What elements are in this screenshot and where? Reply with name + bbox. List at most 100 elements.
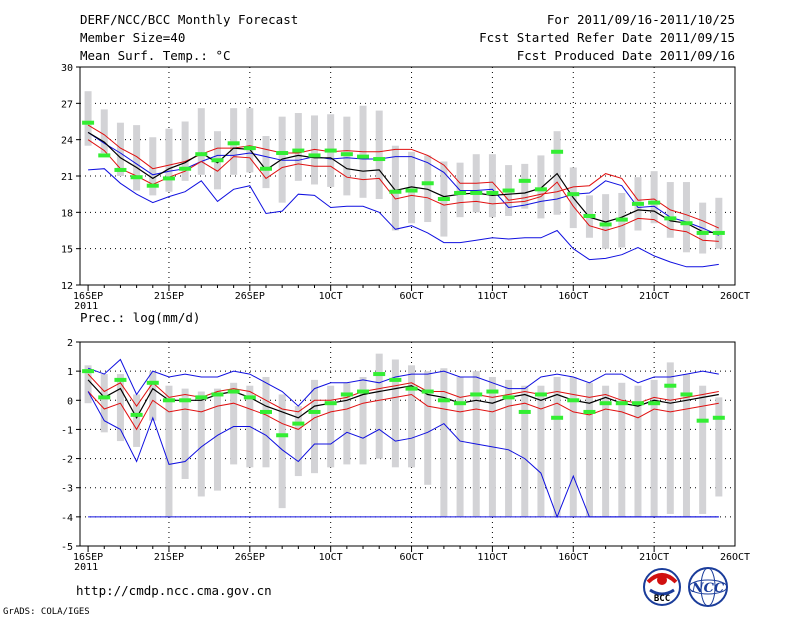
obs-marker bbox=[680, 392, 693, 397]
obs-marker bbox=[599, 401, 612, 406]
y-tick-label: 24 bbox=[61, 136, 73, 147]
y-tick-label: -4 bbox=[61, 513, 73, 524]
obs-marker bbox=[114, 377, 127, 382]
obs-marker bbox=[146, 183, 159, 188]
obs-marker bbox=[664, 216, 677, 221]
spread-box bbox=[488, 154, 496, 218]
spread-box bbox=[116, 374, 124, 442]
ncc-logo: NCC bbox=[688, 567, 728, 607]
series-line-min bbox=[88, 168, 719, 268]
spread-box bbox=[634, 385, 642, 517]
precipitation-panel: -5 -4 -3 -2 -1 0 1 2 16SEP 21SEP 26SEP 1OCT 6OCT 11OC… bbox=[61, 338, 750, 573]
x-tick-label: 26SEP bbox=[235, 552, 265, 563]
series-line-lower bbox=[87, 391, 719, 431]
spread-box bbox=[294, 406, 302, 477]
spread-box bbox=[682, 182, 690, 253]
x-tick-label: 16OCT bbox=[558, 552, 588, 563]
obs-marker bbox=[179, 166, 192, 171]
x-tick-label: 26SEP bbox=[235, 291, 265, 302]
obs-marker bbox=[534, 187, 547, 192]
spread-box bbox=[181, 121, 189, 181]
title-right-3: Fcst Produced Date 2011/09/16 bbox=[517, 48, 735, 63]
x-tick-label: 26OCT bbox=[720, 552, 750, 563]
spread-box bbox=[715, 397, 723, 497]
obs-marker bbox=[437, 197, 450, 202]
obs-marker bbox=[227, 141, 240, 146]
spread-box bbox=[505, 379, 513, 517]
obs-marker bbox=[373, 372, 386, 377]
y-tick-label: -5 bbox=[61, 542, 73, 553]
y-tick-label: 27 bbox=[61, 99, 73, 110]
spread-box bbox=[650, 171, 658, 224]
x-tick-label: 16SEP bbox=[73, 552, 103, 563]
obs-marker bbox=[114, 167, 127, 172]
spread-box bbox=[84, 91, 92, 146]
obs-marker bbox=[421, 181, 434, 186]
spread-box bbox=[246, 108, 254, 173]
obs-marker bbox=[486, 190, 499, 195]
spread-box bbox=[165, 385, 173, 517]
spread-box bbox=[553, 376, 561, 517]
spread-box bbox=[133, 394, 141, 447]
obs-marker bbox=[405, 188, 418, 193]
spread-box bbox=[618, 382, 626, 517]
ncc-logo-text: NCC bbox=[691, 581, 725, 596]
obs-marker bbox=[421, 389, 434, 394]
spread-box bbox=[585, 382, 593, 517]
obs-marker bbox=[583, 213, 596, 218]
spread-box bbox=[521, 385, 529, 517]
obs-marker bbox=[276, 150, 289, 155]
spread-box bbox=[682, 374, 690, 517]
obs-marker bbox=[276, 433, 289, 438]
obs-marker bbox=[243, 146, 256, 151]
y-tick-label: 2 bbox=[67, 338, 73, 349]
obs-marker bbox=[227, 389, 240, 394]
obs-marker bbox=[583, 409, 596, 414]
plot-frame bbox=[79, 66, 736, 286]
spread-box bbox=[699, 385, 707, 514]
series-line-lower bbox=[87, 139, 719, 242]
panel2-title: Prec.: log(mm/d) bbox=[80, 310, 200, 325]
obs-marker bbox=[470, 392, 483, 397]
obs-marker bbox=[486, 389, 499, 394]
spread-box bbox=[424, 371, 432, 485]
spread-box bbox=[391, 359, 399, 468]
spread-box bbox=[375, 110, 383, 200]
spread-box bbox=[537, 385, 545, 517]
obs-marker bbox=[615, 217, 628, 222]
footer-url[interactable]: http://cmdp.ncc.cma.gov.cn bbox=[76, 583, 272, 598]
obs-marker bbox=[211, 158, 224, 163]
series-line-mean bbox=[87, 131, 719, 234]
obs-marker bbox=[308, 409, 321, 414]
title-left-2: Member Size=40 bbox=[80, 30, 185, 45]
obs-marker bbox=[712, 230, 725, 235]
obs-marker bbox=[243, 395, 256, 400]
obs-marker bbox=[98, 153, 111, 158]
spread-box bbox=[197, 108, 205, 175]
obs-marker bbox=[389, 377, 402, 382]
title-right-1: For 2011/09/16-2011/10/25 bbox=[547, 12, 735, 27]
obs-marker bbox=[518, 409, 531, 414]
obs-marker bbox=[696, 230, 709, 235]
temperature-panel: 12 15 18 21 24 27 30 16SEP 21SEP 26SEP 1OCT 6OCT 11O… bbox=[61, 63, 750, 312]
obs-marker bbox=[712, 415, 725, 420]
obs-marker bbox=[405, 386, 418, 391]
obs-marker bbox=[518, 178, 531, 183]
spread-box bbox=[213, 388, 221, 491]
obs-marker bbox=[454, 190, 467, 195]
obs-marker bbox=[292, 421, 305, 426]
obs-marker bbox=[599, 222, 612, 227]
y-tick-label: 30 bbox=[61, 63, 73, 74]
x-tick-label: 21SEP bbox=[154, 291, 184, 302]
bcc-logo: BCC bbox=[643, 568, 681, 606]
spread-box bbox=[666, 362, 674, 514]
obs-marker bbox=[696, 418, 709, 423]
obs-marker bbox=[680, 221, 693, 226]
spread-box bbox=[537, 155, 545, 219]
obs-marker bbox=[340, 392, 353, 397]
y-tick-label: 12 bbox=[61, 281, 73, 292]
y-tick-label: 1 bbox=[67, 367, 73, 378]
obs-marker bbox=[179, 398, 192, 403]
x-tick-year: 2011 bbox=[74, 562, 98, 573]
obs-marker bbox=[130, 175, 143, 180]
